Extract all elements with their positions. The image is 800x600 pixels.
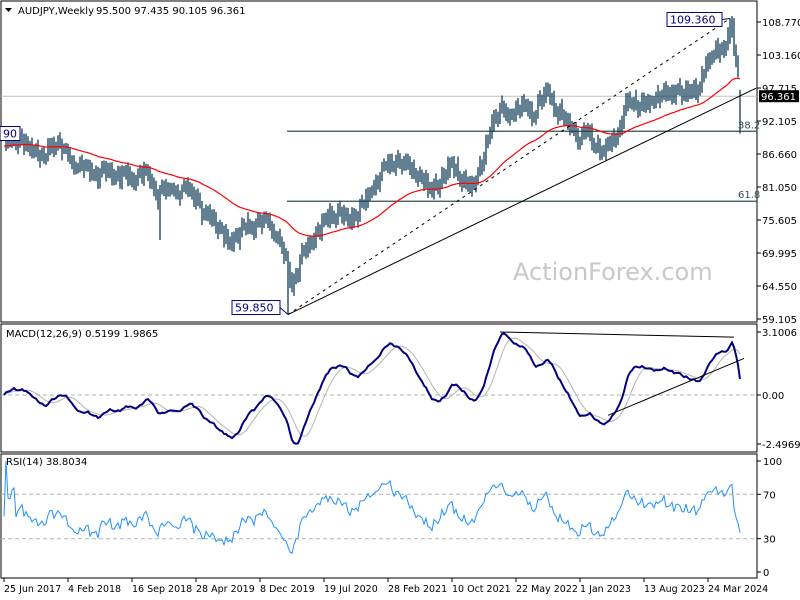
dropdown-triangle-icon[interactable] xyxy=(5,8,12,12)
y-tick-label: 108.770 xyxy=(762,18,800,29)
rsi-line xyxy=(3,460,741,555)
x-tick-label: 16 Sep 2018 xyxy=(132,584,192,595)
y-tick-label: 64.550 xyxy=(762,282,797,293)
macd-trendline xyxy=(607,357,745,416)
macd-y-tick-label: 0.00 xyxy=(762,391,784,402)
rsi-y-tick-label: 70 xyxy=(763,490,776,501)
price-label-box xyxy=(0,126,21,142)
macd-pane-border xyxy=(0,323,758,453)
solid-trendline xyxy=(287,87,757,315)
y-tick-label: 103.160 xyxy=(762,51,800,62)
symbol-timeframe: AUDJPY,Weekly xyxy=(18,6,94,17)
x-tick-label: 25 Jun 2017 xyxy=(4,584,61,595)
ohlc-values: 95.500 97.435 90.105 96.361 xyxy=(96,6,246,17)
watermark: ActionForex.com xyxy=(513,258,713,286)
fib-level-label: 61.8 xyxy=(738,190,760,201)
price-label: 109.360 xyxy=(670,13,716,26)
rsi-title: RSI(14) 38.8034 xyxy=(6,457,87,468)
price-label: 90 xyxy=(3,128,17,141)
x-tick-label: 19 Jul 2020 xyxy=(324,584,378,595)
macd-title: MACD(12,26,9) 0.5199 1.9865 xyxy=(6,329,158,340)
macd-signal-line xyxy=(3,337,741,437)
macd-y-tick-label: 3.1006 xyxy=(762,328,797,339)
x-tick-label: 10 Oct 2021 xyxy=(452,584,511,595)
current-price-label: 96.361 xyxy=(761,92,796,103)
y-tick-label: 92.105 xyxy=(762,117,797,128)
price-bars xyxy=(5,16,741,315)
y-tick-label: 59.105 xyxy=(762,315,797,326)
dashed-trendline xyxy=(287,18,731,315)
y-tick-label: 81.050 xyxy=(762,183,797,194)
price-label-connector xyxy=(279,307,289,315)
fib-level-label: 38.2 xyxy=(738,120,760,131)
price-label-box xyxy=(231,300,281,316)
macd-trendline xyxy=(499,331,735,338)
current-price-tag xyxy=(759,90,799,103)
main-pane-border xyxy=(0,0,758,323)
x-tick-label: 22 May 2022 xyxy=(516,584,578,595)
macd-line xyxy=(3,332,741,445)
chart-header: AUDJPY,Weekly 95.500 97.435 90.105 96.36… xyxy=(5,6,246,17)
rsi-pane-border xyxy=(0,453,758,579)
y-tick-label: 97.715 xyxy=(762,84,797,95)
x-tick-label: 1 Jan 2023 xyxy=(580,584,631,595)
y-tick-label: 75.605 xyxy=(762,216,797,227)
x-tick-label: 13 Aug 2023 xyxy=(644,584,705,595)
x-tick-label: 8 Dec 2019 xyxy=(260,584,315,595)
moving-average-line xyxy=(3,77,741,237)
rsi-y-tick-label: 30 xyxy=(763,535,776,546)
x-tick-label: 28 Apr 2019 xyxy=(196,584,255,595)
y-tick-label: 69.995 xyxy=(762,249,797,260)
price-label-connector xyxy=(721,17,731,20)
price-label: 59.850 xyxy=(235,302,274,315)
y-tick-label: 86.660 xyxy=(762,150,797,161)
rsi-y-tick-label: 100 xyxy=(763,457,782,468)
x-tick-label: 4 Feb 2018 xyxy=(68,584,121,595)
price-label-box xyxy=(666,11,723,27)
rsi-y-tick-label: 0 xyxy=(763,568,769,579)
x-tick-label: 24 Mar 2024 xyxy=(708,584,768,595)
macd-y-tick-label: -2.4969 xyxy=(762,440,800,451)
x-tick-label: 28 Feb 2021 xyxy=(388,584,447,595)
